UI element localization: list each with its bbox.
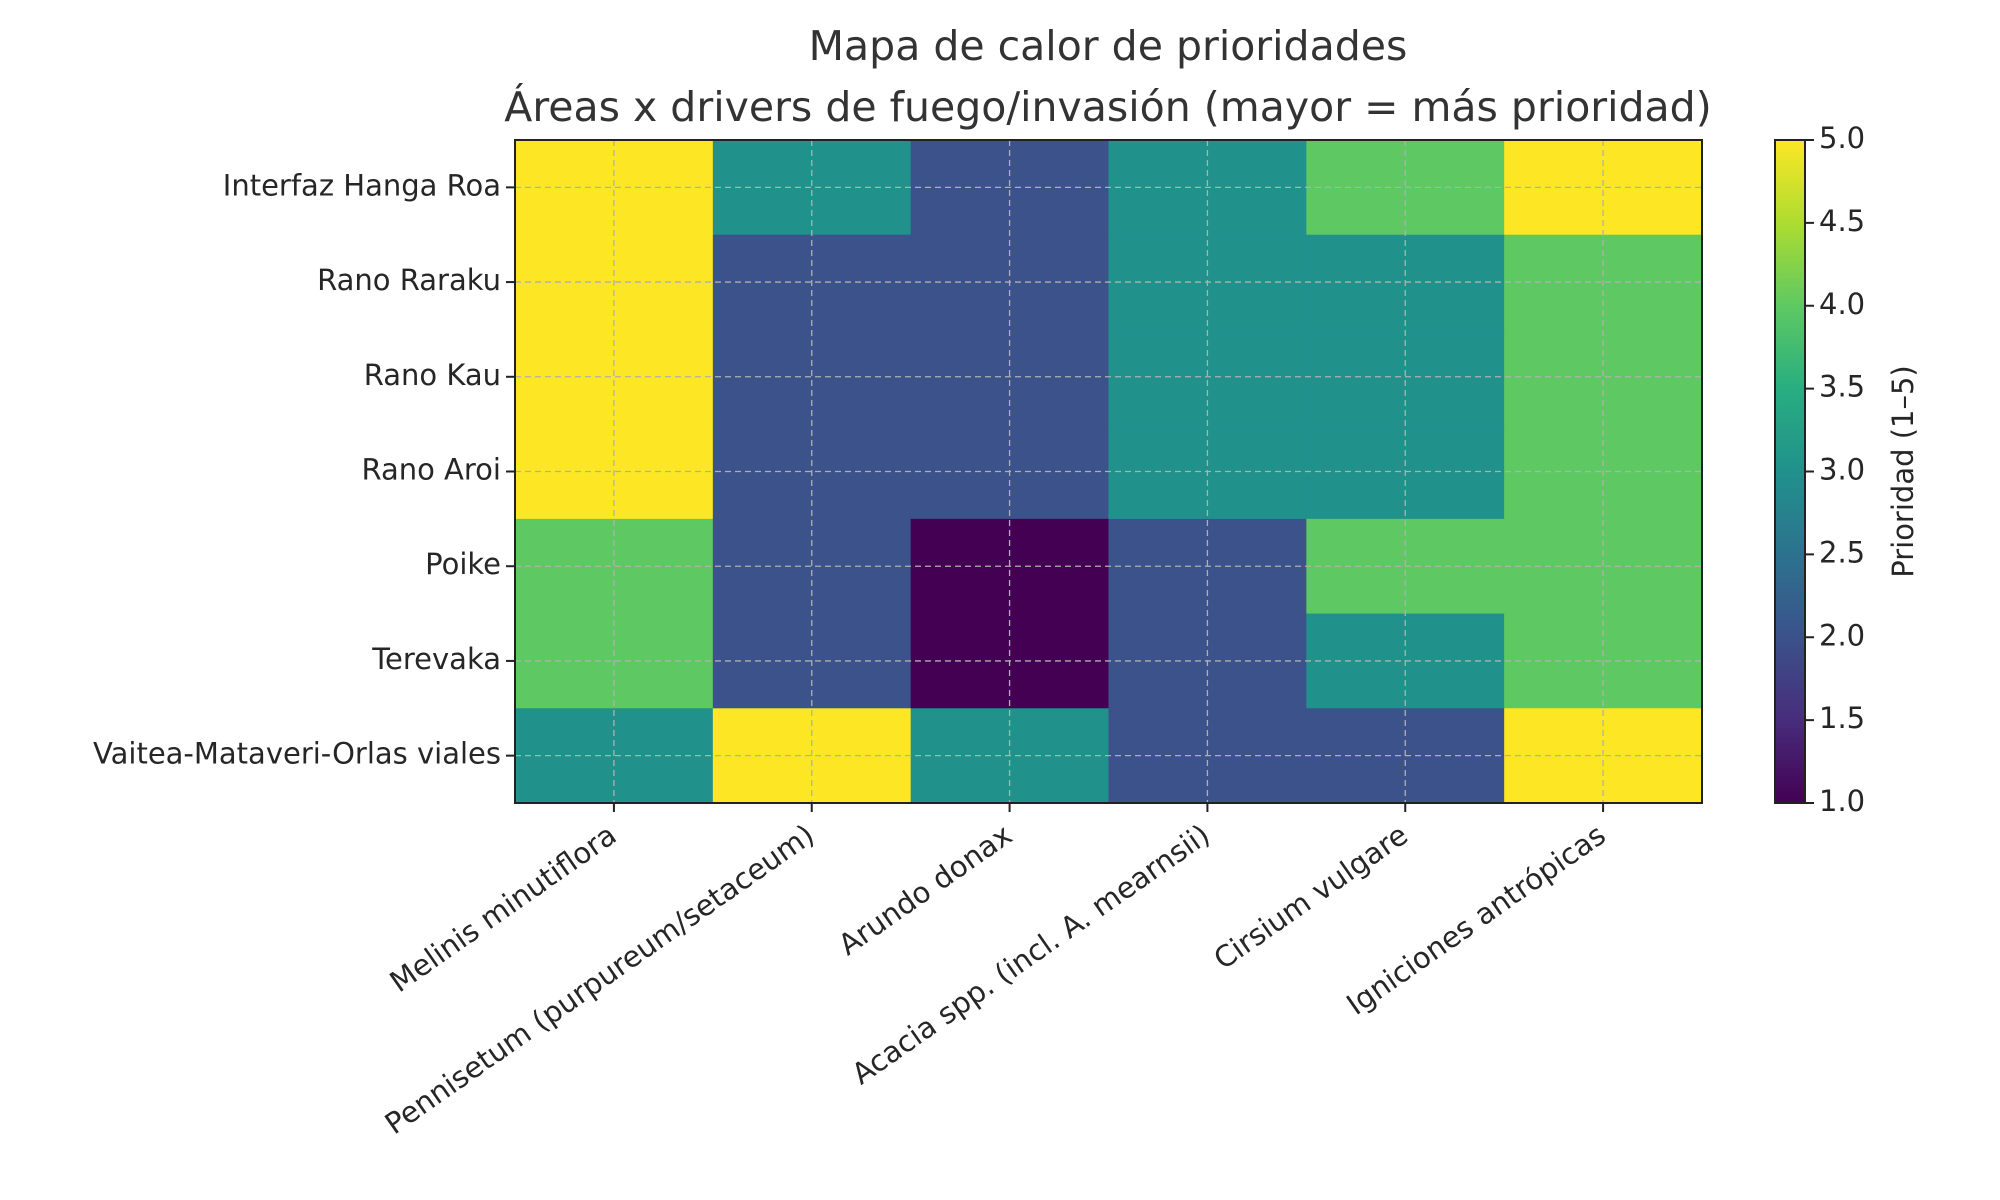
colorbar-tick-label: 1.0 [1819, 784, 1865, 818]
x-tick-label: Cirsium vulgare [1207, 817, 1413, 976]
y-tick-label: Rano Aroi [361, 453, 501, 487]
y-tick-label: Poike [425, 547, 501, 581]
x-tick-label: Arundo donax [832, 817, 1018, 961]
colorbar-tick-label: 4.5 [1819, 204, 1865, 238]
y-tick-label: Rano Kau [364, 358, 501, 392]
chart-subtitle: Áreas x drivers de fuego/invasión (mayor… [504, 83, 1711, 131]
colorbar-tick-label: 4.0 [1819, 287, 1865, 321]
colorbar-tick-label: 2.5 [1819, 535, 1865, 569]
colorbar [1774, 139, 1806, 804]
y-tick-label: Terevaka [371, 642, 501, 676]
y-tick-label: Interfaz Hanga Roa [223, 168, 501, 202]
colorbar-tick-label: 1.5 [1819, 701, 1865, 735]
colorbar-tick-label: 3.0 [1819, 453, 1865, 487]
colorbar-label: Prioridad (1–5) [1886, 365, 1920, 578]
chart-title: Mapa de calor de prioridades [809, 22, 1408, 70]
colorbar-tick-label: 5.0 [1819, 121, 1865, 155]
x-tick-label: Pennisetum (purpureum/setaceum) [379, 817, 821, 1141]
y-tick-label: Rano Raraku [317, 263, 501, 297]
colorbar-tick-label: 3.5 [1819, 370, 1865, 404]
x-tick-label: Acacia spp. (incl. A. mearnsii) [845, 817, 1216, 1091]
colorbar-tick-label: 2.0 [1819, 618, 1865, 652]
y-tick-label: Vaitea-Mataveri-Orlas viales [93, 737, 501, 771]
